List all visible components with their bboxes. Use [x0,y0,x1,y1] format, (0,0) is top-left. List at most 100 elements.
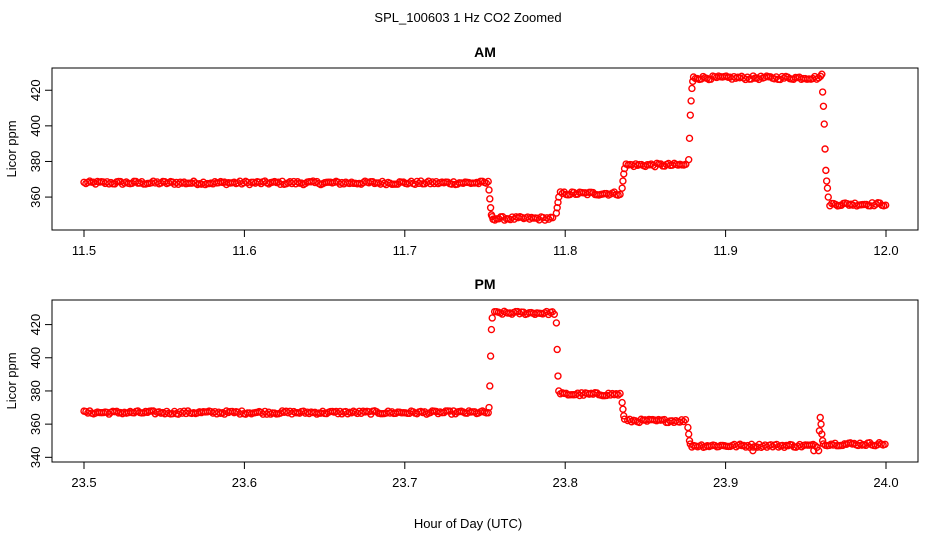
data-point [552,319,561,327]
data-point [811,441,819,450]
data-point [616,190,624,199]
data-point [545,215,553,223]
data-point [689,77,697,86]
y-tick-label: 380 [28,151,43,173]
panel-pm-frame [51,299,919,463]
data-point [548,213,557,222]
data-point [822,177,831,185]
data-point [620,415,629,423]
data-point [553,345,561,354]
data-point [593,389,601,397]
panel-am-y-axis: 360 380 400 420 [28,79,52,208]
data-point [818,430,826,438]
data-point [482,179,490,187]
data-point [881,440,889,448]
data-point [620,412,628,420]
panel-am-frame [51,67,919,231]
data-point [685,155,693,164]
data-point [555,387,563,395]
data-point [687,97,695,105]
data-point [555,193,563,201]
x-tick-label: 11.9 [713,243,737,258]
data-point [618,184,626,192]
data-point [816,413,824,422]
data-point [823,184,832,192]
data-point [620,164,629,173]
data-point [149,177,157,185]
x-tick-label: 23.6 [232,475,257,490]
panel-am-ylabel: Licor ppm [4,120,19,177]
data-point [685,430,693,438]
panel-pm-ylabel: Licor ppm [4,352,19,409]
x-tick-label: 23.8 [553,475,578,490]
data-point [484,177,492,186]
data-point [780,443,789,451]
data-point [486,195,494,203]
panel-pm-points [80,307,889,455]
x-tick-label: 11.8 [553,243,577,258]
data-point [685,437,694,445]
figure-title: SPL_100603 1 Hz CO2 Zoomed [374,10,561,25]
data-point [451,410,460,418]
panel-pm-title: PM [475,276,496,292]
data-point [818,437,827,445]
data-point [819,102,828,110]
data-point [487,325,496,334]
y-tick-label: 340 [28,446,43,468]
data-point [881,201,890,209]
data-point [685,134,694,143]
y-tick-label: 400 [28,115,43,137]
data-point [818,70,826,78]
panel-am-points [80,70,890,224]
x-axis-label: Hour of Day (UTC) [414,516,522,531]
panel-am: AM Licor ppm 11.5 11.6 11.7 11.8 11.9 12.0 36… [4,44,919,258]
data-point [822,166,830,175]
data-point [554,372,562,380]
data-point [814,446,823,455]
data-point [486,352,495,360]
data-point [486,204,495,212]
y-tick-label: 420 [28,79,43,101]
x-tick-label: 23.9 [713,475,738,490]
y-tick-label: 360 [28,186,43,208]
x-tick-label: 23.5 [71,475,96,490]
y-tick-label: 360 [28,413,43,435]
data-point [619,177,627,185]
data-point [485,186,493,194]
data-point [688,84,696,93]
data-point [486,382,494,390]
data-point [550,310,558,318]
data-point [618,398,626,407]
data-point [679,417,688,426]
data-point [686,111,695,119]
x-tick-label: 11.5 [72,243,96,258]
data-point [488,212,496,221]
data-point [749,446,757,455]
panel-pm: PM Licor ppm 23.5 23.6 23.7 23.8 23.9 24.0 34… [4,276,919,490]
x-tick-label: 11.7 [393,243,417,258]
data-point [681,415,690,424]
data-point [282,407,290,415]
data-point [684,423,692,432]
x-tick-label: 23.7 [392,475,417,490]
data-point [749,72,757,80]
data-point [484,409,492,417]
data-point [686,440,695,448]
x-tick-label: 24.0 [873,475,898,490]
data-point [821,145,829,153]
y-tick-label: 380 [28,380,43,402]
data-point [677,416,686,424]
data-point [820,120,828,128]
data-point [488,314,496,322]
data-point [817,420,825,428]
panel-pm-x-axis: 23.5 23.6 23.7 23.8 23.9 24.0 [71,462,899,490]
y-tick-label: 400 [28,347,43,369]
data-point [616,389,624,398]
x-tick-label: 11.6 [232,243,256,258]
data-point [818,88,827,96]
data-point [485,403,493,412]
panel-pm-y-axis: 340 360 380 400 420 [28,314,52,468]
panel-am-title: AM [474,44,496,60]
